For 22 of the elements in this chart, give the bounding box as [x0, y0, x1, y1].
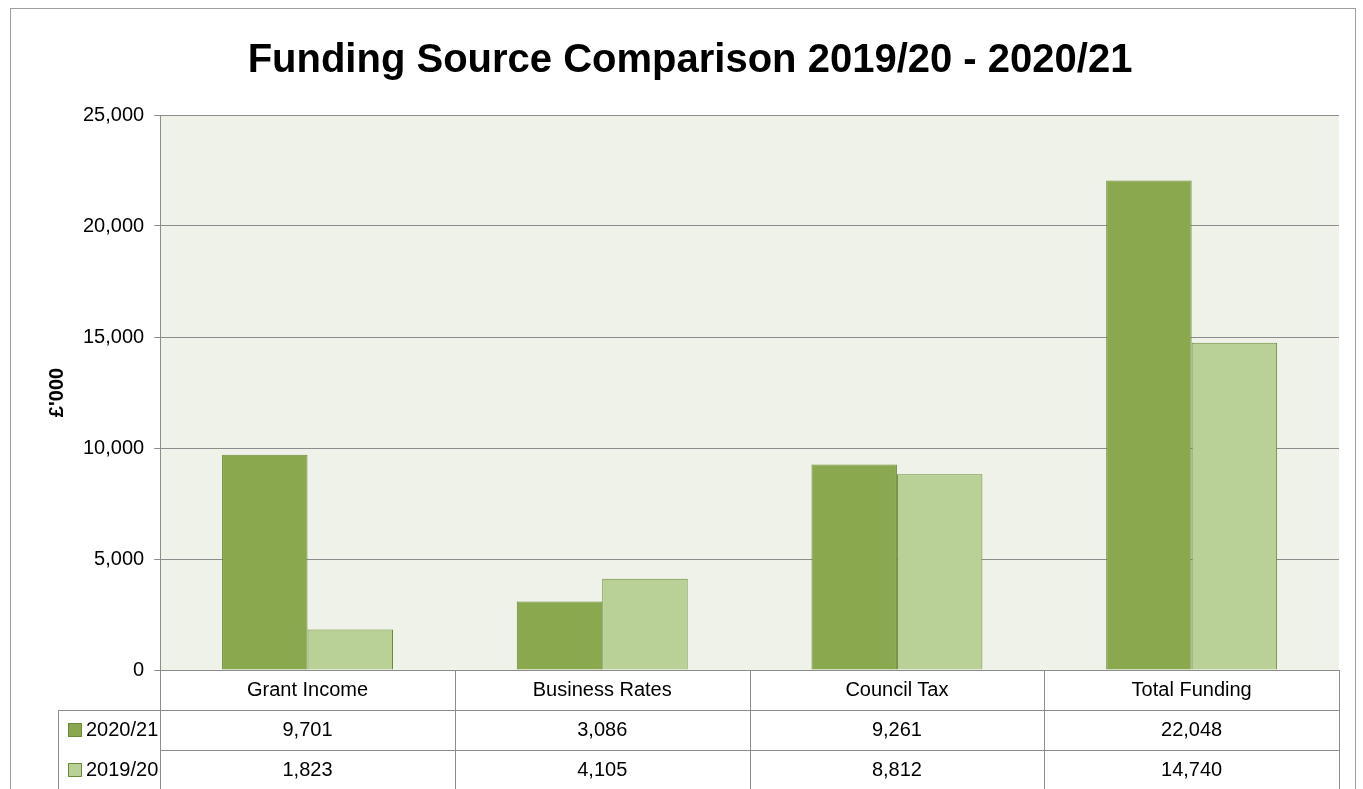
data-label: 14,740: [1161, 757, 1223, 780]
y-tick-label: 25,000: [83, 102, 145, 125]
data-label: 3,086: [577, 717, 628, 740]
data-label: 4,105: [577, 757, 628, 780]
x-tick-label: Total Funding: [1131, 677, 1252, 700]
x-tick-label: Grant Income: [246, 677, 369, 700]
y-tick-label: 20,000: [83, 213, 145, 236]
y-tick-label: 15,000: [83, 324, 145, 347]
chart-title: Funding Source Comparison 2019/20 - 2020/21: [247, 36, 1133, 81]
data-label: 22,048: [1161, 717, 1223, 740]
y-tick-label: 5,000: [94, 546, 145, 569]
legend-label: 2019/20: [86, 757, 159, 780]
x-tick-label: Council Tax: [845, 677, 949, 700]
data-label: 1,823: [282, 757, 333, 780]
y-axis-title: £'000: [44, 367, 67, 418]
y-tick-label: 10,000: [83, 435, 145, 458]
data-label: 9,701: [282, 717, 333, 740]
x-tick-label: Business Rates: [532, 677, 672, 700]
y-tick-label: 0: [133, 657, 145, 680]
legend-label: 2020/21: [86, 717, 159, 740]
data-label: 8,812: [871, 757, 922, 780]
data-label: 9,261: [871, 717, 922, 740]
